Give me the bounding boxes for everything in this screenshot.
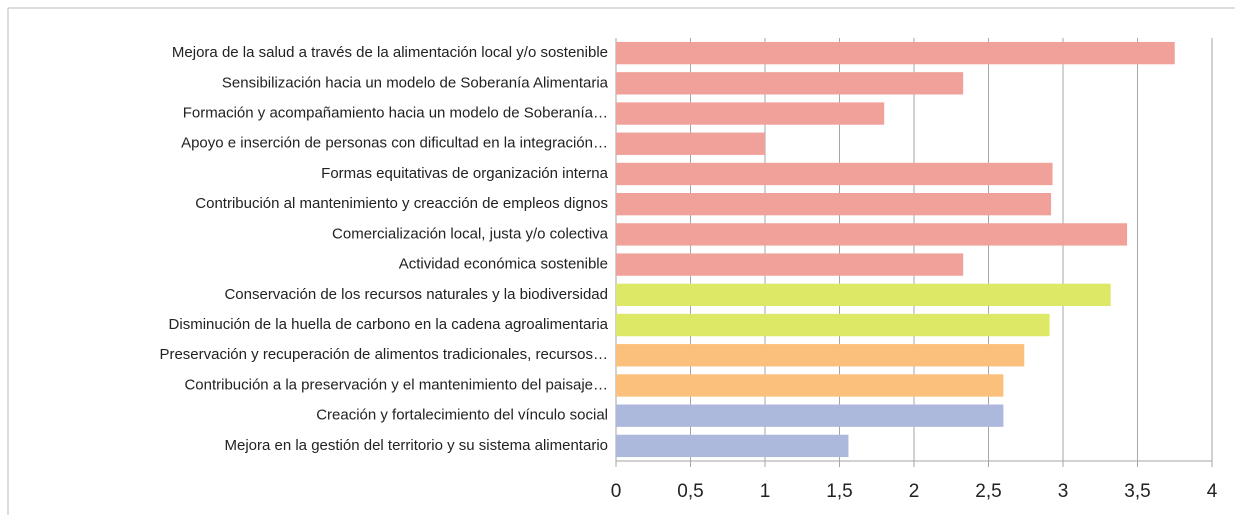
x-tick-label: 1,5 bbox=[826, 481, 852, 502]
bar bbox=[616, 344, 1025, 367]
y-tick-label: Disminución de la huella de carbono en l… bbox=[169, 316, 609, 333]
y-tick-label: Formación y acompañamiento hacia un mode… bbox=[183, 105, 608, 122]
bar bbox=[616, 374, 1004, 397]
bar bbox=[616, 132, 765, 155]
y-tick-label: Creación y fortalecimiento del vínculo s… bbox=[316, 407, 608, 424]
x-tick-label: 0 bbox=[611, 481, 622, 502]
bar bbox=[616, 41, 1175, 65]
x-tick-label: 4 bbox=[1207, 481, 1218, 502]
bar bbox=[616, 253, 964, 276]
x-tick-label: 3 bbox=[1058, 481, 1069, 502]
x-tick-label: 3,5 bbox=[1124, 481, 1150, 502]
bar bbox=[616, 162, 1053, 186]
x-tick-label: 2 bbox=[909, 481, 920, 502]
bar bbox=[616, 102, 885, 125]
bar bbox=[616, 434, 849, 458]
y-tick-label: Conservación de los recursos naturales y… bbox=[224, 286, 608, 303]
bar bbox=[616, 283, 1111, 307]
x-tick-label: 2,5 bbox=[975, 481, 1001, 502]
bar bbox=[616, 72, 964, 95]
y-tick-label: Mejora en la gestión del territorio y su… bbox=[224, 437, 608, 454]
x-tick-label: 1 bbox=[760, 481, 771, 502]
bar bbox=[616, 223, 1128, 246]
x-tick-label: 0,5 bbox=[677, 481, 703, 502]
y-tick-label: Contribución a la preservación y el mant… bbox=[184, 376, 608, 393]
y-tick-label: Contribución al mantenimiento y creacció… bbox=[195, 195, 608, 212]
bar bbox=[616, 404, 1004, 427]
y-tick-label: Preservación y recuperación de alimentos… bbox=[159, 346, 608, 363]
bar bbox=[616, 192, 1052, 216]
bar bbox=[616, 313, 1050, 337]
y-tick-label: Comercialización local, justa y/o colect… bbox=[332, 225, 609, 242]
y-tick-label: Actividad económica sostenible bbox=[399, 256, 608, 273]
y-tick-label: Mejora de la salud a través de la alimen… bbox=[172, 44, 608, 61]
y-tick-label: Sensibilización hacia un modelo de Sober… bbox=[222, 74, 609, 91]
y-tick-label: Formas equitativas de organización inter… bbox=[321, 165, 608, 182]
y-tick-label: Apoyo e inserción de personas con dificu… bbox=[181, 135, 608, 152]
